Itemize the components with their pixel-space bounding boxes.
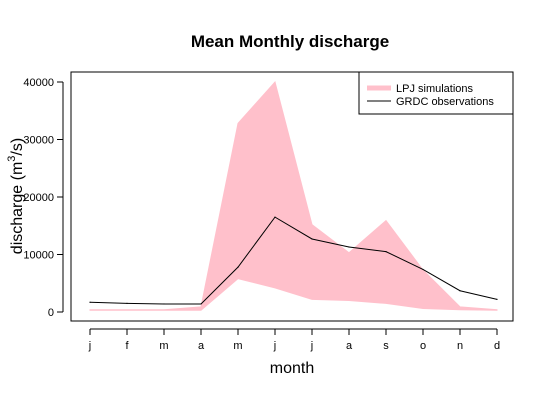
x-tick-label-0: j [88, 340, 91, 352]
grdc-point-2 [163, 303, 165, 305]
grdc-point-6 [311, 238, 313, 240]
lpj-simulation-band [89, 80, 498, 311]
plot-area [70, 71, 514, 322]
grdc-point-7 [348, 246, 350, 248]
y-tick-label-1: 10000 [23, 250, 54, 262]
grdc-point-10 [459, 290, 461, 292]
legend: LPJ simulations GRDC observations [358, 71, 514, 115]
legend-label-grdc: GRDC observations [396, 96, 494, 108]
plot-frame [70, 71, 514, 322]
y-tick-label-3: 30000 [23, 135, 54, 147]
x-tick-label-6: j [310, 340, 313, 352]
grdc-point-3 [200, 303, 202, 305]
legend-label-lpj: LPJ simulations [396, 83, 474, 95]
grdc-point-9 [422, 268, 424, 271]
x-tick-label-10: n [457, 340, 463, 352]
grdc-point-5 [274, 216, 276, 218]
x-tick-label-5: j [273, 340, 276, 352]
grdc-point-11 [496, 298, 498, 300]
y-axis-label-superscript: 3 [6, 156, 18, 162]
x-tick-label-3: a [198, 340, 205, 352]
grdc-point-1 [126, 302, 128, 304]
grdc-point-4 [237, 266, 239, 268]
y-tick-label-2: 20000 [23, 192, 54, 204]
line-layer [89, 216, 498, 305]
x-axis-label: month [270, 360, 314, 377]
chart-title: Mean Monthly discharge [191, 32, 389, 51]
grdc-point-8 [385, 251, 387, 253]
legend-box [358, 71, 514, 115]
x-tick-label-4: m [233, 340, 242, 352]
grdc-observation-line [89, 216, 498, 305]
x-tick-label-11: d [494, 340, 500, 352]
x-tick-label-1: f [125, 340, 129, 352]
y-axis: 0 10000 20000 30000 40000 [23, 77, 64, 319]
band-layer [89, 80, 498, 311]
grdc-point-0 [89, 301, 91, 303]
x-tick-label-9: o [420, 340, 426, 352]
y-tick-label-4: 40000 [23, 77, 54, 89]
x-tick-label-7: a [346, 340, 353, 352]
y-axis-label: discharge (m3/s) [6, 138, 26, 254]
y-axis-label-main: discharge (m [9, 162, 26, 254]
x-tick-label-2: m [159, 340, 168, 352]
y-axis-label-tail: /s) [9, 138, 26, 156]
y-tick-label-0: 0 [48, 307, 54, 319]
x-tick-label-8: s [383, 340, 389, 352]
